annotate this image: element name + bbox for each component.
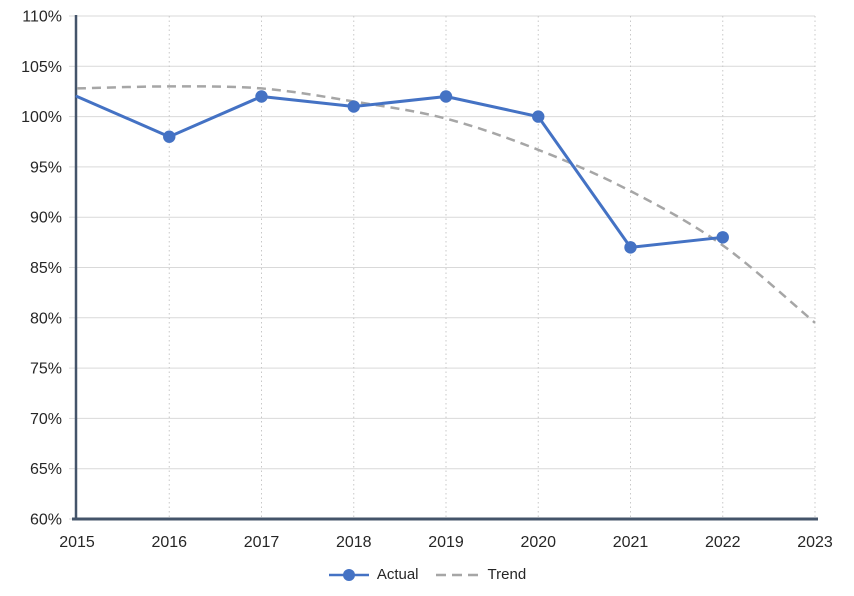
y-axis-tick-label: 75% <box>30 361 62 378</box>
y-axis-tick-label: 110% <box>22 9 62 26</box>
actual-series-line <box>75 94 725 249</box>
y-axis-tick-label: 85% <box>30 260 62 277</box>
y-axis-tick-label: 65% <box>30 461 62 478</box>
actual-data-point-marker <box>624 241 637 254</box>
y-axis-tick-label: 80% <box>30 310 62 327</box>
legend-label-trend: Trend <box>487 565 527 583</box>
x-axis-tick-label: 2020 <box>520 534 556 551</box>
x-axis-tick-label: 2018 <box>336 534 372 551</box>
actual-data-point-marker <box>439 90 453 103</box>
y-axis-tick-label: 100% <box>21 109 62 126</box>
x-axis-tick-label: 2021 <box>613 534 649 551</box>
legend-swatch-actual-line <box>328 569 369 581</box>
trend-series-line <box>76 85 816 324</box>
actual-data-point-marker <box>532 110 545 123</box>
x-axis-tick-label: 2022 <box>705 534 741 551</box>
chart-legend: Actual Trend <box>0 554 854 596</box>
y-axis-tick-label: 90% <box>30 210 62 227</box>
y-axis-tick-label: 60% <box>30 512 62 529</box>
x-axis-tick-label: 2015 <box>59 534 95 551</box>
legend-actual-marker-icon <box>342 569 355 581</box>
chart-plot-area: 60% 65% 70% 75% 80% 85% 90% 95% 100% 105% 110% 2015… <box>21 9 833 552</box>
legend-label-actual: Actual <box>376 565 419 583</box>
y-axis-tick-label: 70% <box>30 411 62 428</box>
actual-data-point-marker <box>163 130 176 143</box>
legend-item-trend: Trend <box>435 565 527 584</box>
legend-item-actual: Actual <box>328 567 419 584</box>
y-axis-tick-label: 105% <box>21 59 62 76</box>
actual-data-point-marker <box>716 231 729 244</box>
x-axis-tick-label: 2019 <box>428 534 464 551</box>
x-axis-tick-label: 2023 <box>797 534 833 551</box>
actual-data-point-marker <box>347 100 360 113</box>
x-axis-tick-label: 2017 <box>244 534 280 551</box>
y-axis-tick-label: 95% <box>30 159 62 176</box>
x-axis-tick-label: 2016 <box>151 534 187 551</box>
actual-data-point-marker <box>255 90 268 103</box>
legend-swatch-trend-line <box>435 573 480 577</box>
